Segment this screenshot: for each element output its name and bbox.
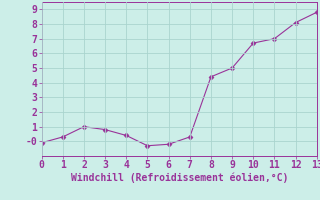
- X-axis label: Windchill (Refroidissement éolien,°C): Windchill (Refroidissement éolien,°C): [70, 173, 288, 183]
